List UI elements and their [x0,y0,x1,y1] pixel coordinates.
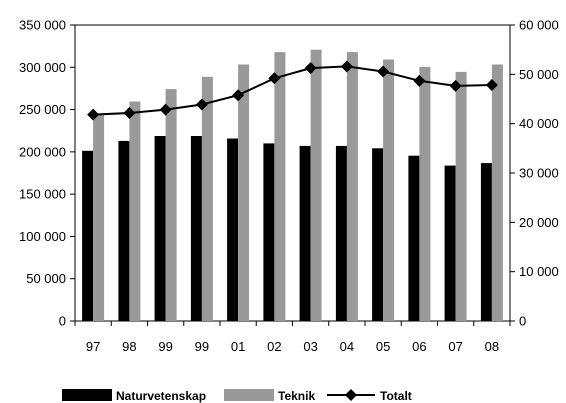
x-axis-tick-label-4: 01 [231,339,245,354]
x-axis-tick-label-8: 05 [376,339,390,354]
left-axis-tick-label-5: 250 000 [19,102,66,117]
bar-naturvetenskap-11 [480,163,492,321]
bar-naturvetenskap-6 [299,145,311,321]
bar-naturvetenskap-1 [118,140,130,321]
bar-teknik-4 [238,64,250,321]
x-axis-tick-label-7: 04 [340,339,354,354]
left-axis-tick-label-4: 200 000 [19,144,66,159]
legend-swatch-teknik [224,389,274,401]
right-axis-tick-label-3: 30 000 [519,166,559,181]
right-axis-tick-label-4: 40 000 [519,116,559,131]
point-totalt-1 [123,106,136,119]
point-totalt-2 [159,103,172,116]
left-axis-tick-label-3: 150 000 [19,187,66,202]
x-axis-tick-label-10: 07 [448,339,462,354]
bar-teknik-6 [310,49,322,321]
bar-teknik-8 [383,59,395,321]
x-axis-tick-label-6: 03 [303,339,317,354]
line-totalt [93,65,492,116]
bar-naturvetenskap-0 [82,150,94,321]
x-axis-tick-label-3: 99 [195,339,209,354]
legend-marker-totalt [345,389,357,401]
left-axis-tick-label-6: 300 000 [19,60,66,75]
bar-naturvetenskap-3 [190,136,202,321]
point-totalt-9 [413,74,426,87]
point-totalt-5 [268,72,281,85]
bar-teknik-11 [491,64,503,321]
left-axis-tick-label-0: 0 [59,314,66,329]
plot-area: 0 50 000 100 000 150 000 200 000 250 000 300 0… [19,18,559,355]
right-axis-tick-label-2: 20 000 [519,215,559,230]
x-axis-tick-label-1: 98 [122,339,136,354]
right-axis-tick-label-0: 0 [519,314,526,329]
left-axis-tick-label-1: 50 000 [26,271,66,286]
right-axis-tick-label-1: 10 000 [519,264,559,279]
bar-teknik-9 [419,66,431,322]
right-axis-tick-label-5: 50 000 [519,67,559,82]
point-totalt-7 [340,60,353,73]
bar-naturvetenskap-9 [408,155,420,321]
bar-naturvetenskap-2 [154,136,166,321]
left-axis-tick-label-2: 100 000 [19,229,66,244]
point-totalt-4 [232,89,245,102]
bar-naturvetenskap-7 [335,145,347,321]
point-totalt-3 [195,98,208,111]
bar-naturvetenskap-8 [372,148,384,321]
bar-teknik-3 [201,76,213,321]
bar-teknik-0 [93,113,105,321]
x-axis-tick-label-2: 99 [158,339,172,354]
bar-teknik-10 [455,71,467,322]
legend: Naturvetenskap Teknik Totalt [62,389,412,403]
bar-teknik-5 [274,52,286,321]
point-totalt-0 [87,108,100,121]
legend-swatch-naturvetenskap [62,389,112,401]
left-axis-tick-label-7: 350 000 [19,18,66,33]
right-axis-tick-label-6: 60 000 [519,18,559,33]
bar-teknik-1 [129,101,141,321]
legend-label-teknik: Teknik [278,389,315,403]
point-totalt-11 [485,79,498,92]
bar-naturvetenskap-5 [263,143,275,321]
point-totalt-8 [377,65,390,78]
point-totalt-6 [304,62,317,75]
bar-naturvetenskap-4 [227,138,239,321]
point-totalt-10 [449,79,462,92]
legend-label-totalt: Totalt [380,389,412,403]
x-axis-tick-label-5: 02 [267,339,281,354]
bar-teknik-2 [165,89,177,321]
x-axis-tick-label-11: 08 [485,339,499,354]
legend-label-naturvetenskap: Naturvetenskap [116,389,206,403]
bar-naturvetenskap-10 [444,165,456,321]
x-axis-tick-label-0: 97 [86,339,100,354]
bar-teknik-7 [346,52,358,321]
x-axis-tick-label-9: 06 [412,339,426,354]
